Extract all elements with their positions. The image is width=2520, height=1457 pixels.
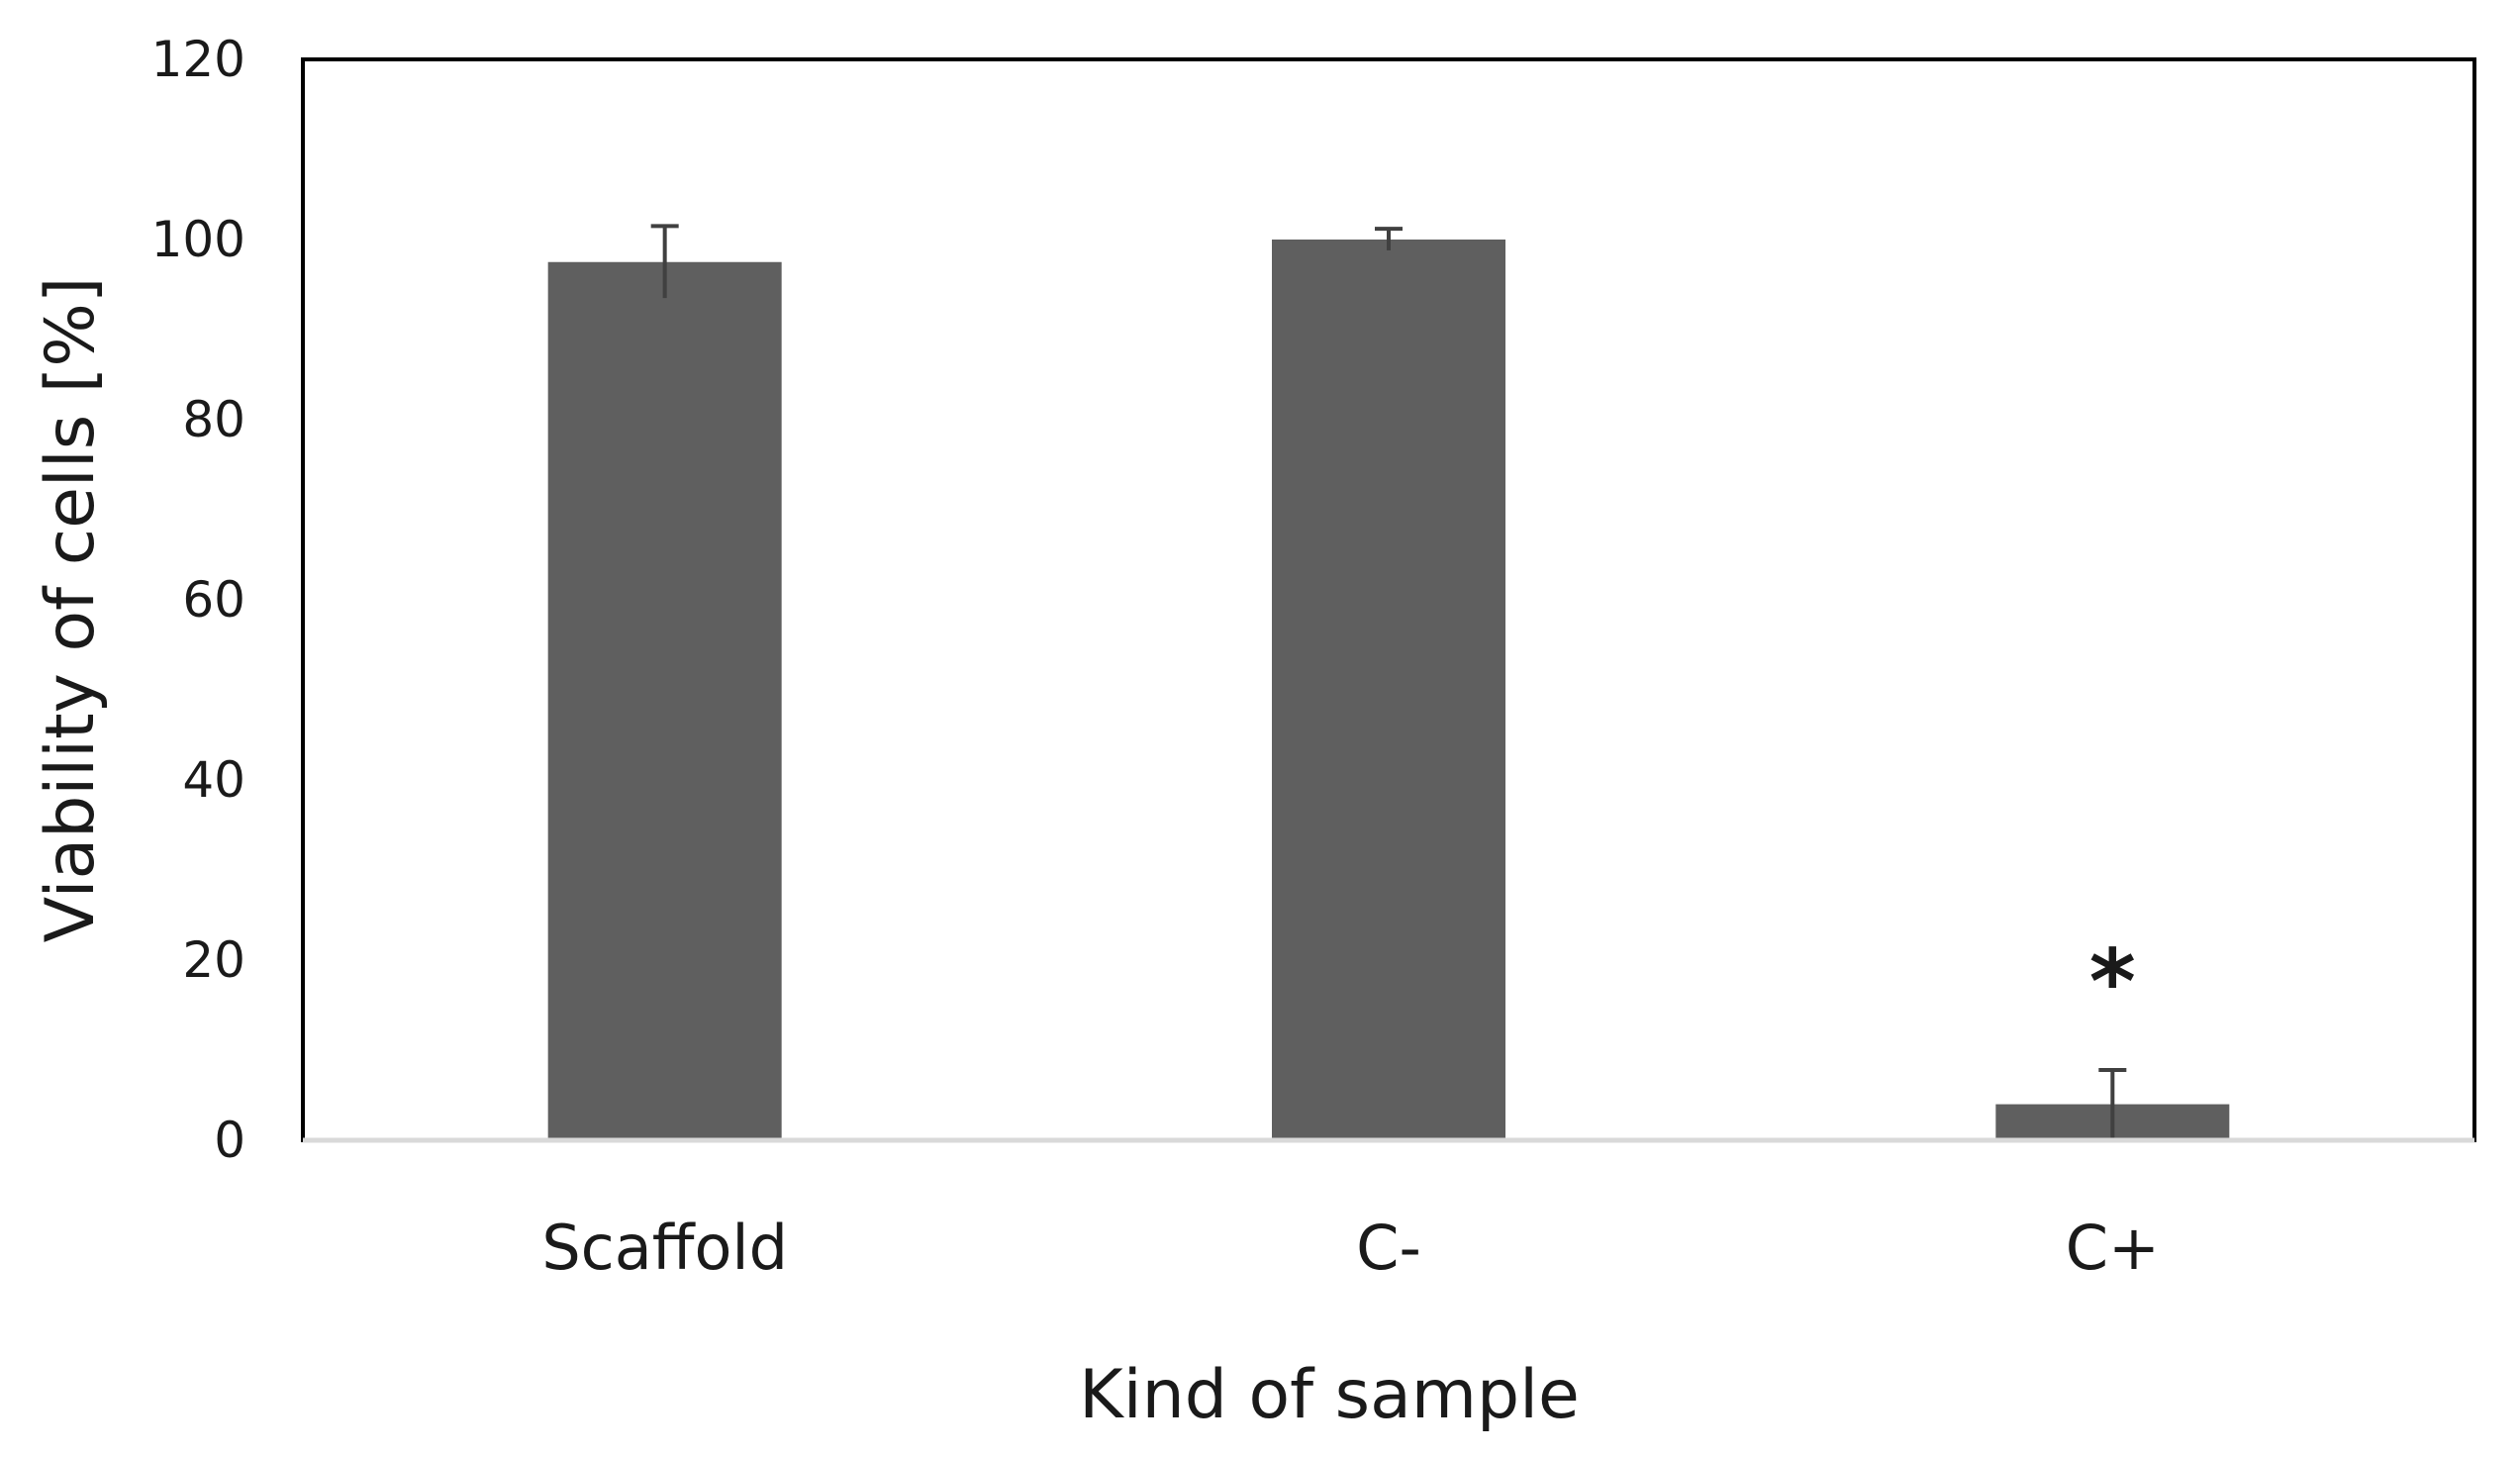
y-tick-label: 80 (182, 391, 245, 448)
bar (1272, 240, 1505, 1140)
y-tick-label: 100 (151, 211, 245, 268)
x-category-label: C+ (2066, 1212, 2160, 1284)
annotations: * (2089, 930, 2136, 1034)
x-category-label: C- (1356, 1212, 1421, 1284)
y-tick-label: 20 (182, 931, 245, 989)
y-axis-ticks: 0 20 40 60 80 100 120 (151, 31, 245, 1169)
y-tick-label: 120 (151, 31, 245, 88)
x-category-label: Scaffold (541, 1212, 788, 1284)
bar (547, 261, 782, 1140)
significance-asterisk: * (2089, 930, 2136, 1034)
error-bars (650, 224, 2127, 1139)
y-tick-label: 40 (182, 751, 245, 809)
bars (547, 240, 2230, 1140)
x-axis-title: Kind of sample (1079, 1356, 1580, 1434)
y-axis-title: Viability of cells [%] (32, 277, 110, 943)
y-tick-label: 0 (214, 1112, 245, 1169)
x-axis-category-labels: Scaffold C- C+ (541, 1212, 2160, 1284)
y-tick-label: 60 (182, 571, 245, 629)
